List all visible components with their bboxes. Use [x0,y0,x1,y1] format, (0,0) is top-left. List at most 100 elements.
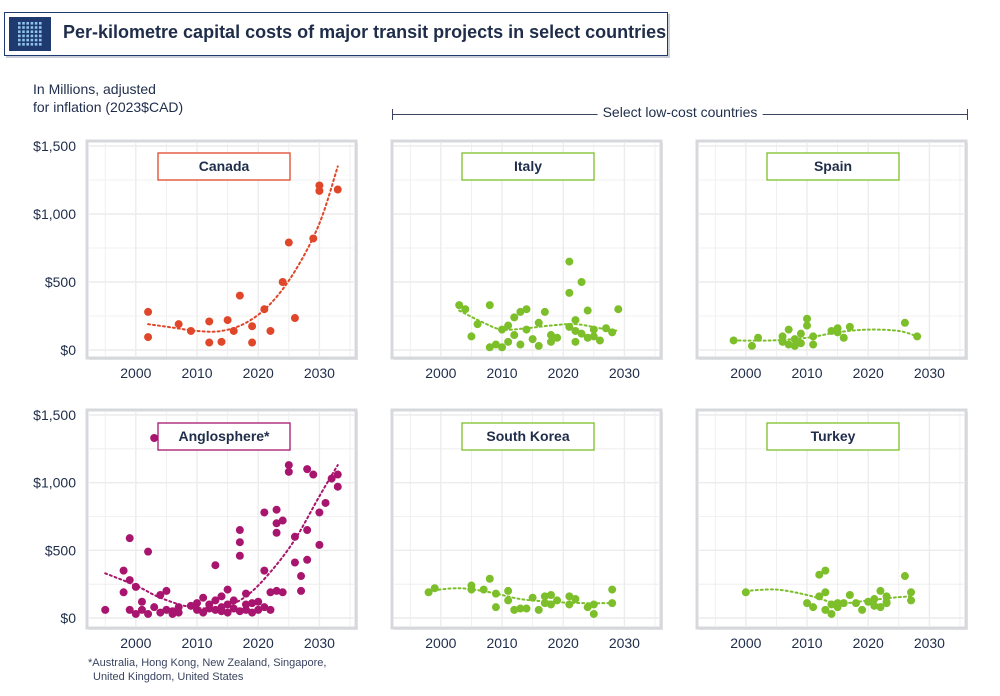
data-point [241,605,250,614]
data-point [144,307,153,316]
data-point [491,340,500,349]
unit-label-line1: In Millions, adjusted [33,81,156,97]
data-point [565,322,574,331]
x-tick-label: 2010 [791,635,822,651]
data-point [870,595,879,604]
data-point [205,338,214,347]
data-point [565,592,574,601]
logo-dot [30,26,34,29]
data-point [510,331,519,340]
data-point [290,532,299,541]
data-point [467,585,476,594]
data-point [876,586,885,595]
data-point [516,340,525,349]
unit-label-line2: for inflation (2023$CAD) [33,99,184,115]
data-point [827,609,836,618]
data-point [248,599,257,608]
data-point [784,340,793,349]
logo-dot [34,34,38,38]
data-point [223,585,232,594]
data-point [833,603,842,612]
data-point [235,538,244,547]
panel-canada: 2000 2010 2020 2030 $1,500 $1,000 $500 $0 Canada [33,138,358,381]
data-point [485,301,494,310]
data-point [608,328,617,337]
data-point [309,470,318,479]
data-point [193,599,202,608]
data-point [608,585,617,594]
data-point [583,333,592,342]
data-point [284,461,293,470]
x-tick-label: 2000 [120,365,151,381]
data-point [205,600,214,609]
data-point [309,234,318,243]
data-point [577,278,586,286]
data-point [260,305,269,314]
logo-dot [34,38,38,42]
data-point [504,596,513,605]
data-point [565,288,574,297]
data-point [333,185,342,194]
panel-title: Spain [814,158,852,174]
logo-dot [30,43,34,46]
logo-dot [39,30,42,33]
data-point [272,519,281,528]
y-tick-label: $1,500 [33,138,76,154]
data-point [266,326,275,335]
logo-dot [22,22,25,25]
data-point [827,600,836,609]
data-point [796,329,805,338]
x-tick-label: 2020 [853,635,884,651]
data-point [211,561,220,570]
data-point [162,605,171,614]
data-point [870,601,879,610]
data-point [223,316,232,325]
panel-spain: 2000 2010 2020 2030 Spain [695,139,968,381]
data-point [522,325,531,334]
footnote-line1: *Australia, Hong Kong, New Zealand, Sing… [88,657,327,669]
data-point [205,317,214,326]
data-point [498,343,507,352]
x-tick-label: 2030 [914,635,945,651]
data-point [211,596,220,605]
data-point [235,607,244,616]
panel-title: Turkey [811,428,856,444]
data-point [809,332,818,341]
data-point [315,508,324,517]
panel-label-box [461,422,595,451]
x-tick-label: 2000 [425,635,456,651]
logo-dot [22,26,25,29]
logo-dot [18,34,21,38]
data-point [229,326,238,335]
data-point [491,603,500,612]
data-point [553,333,562,342]
data-point [516,604,525,613]
group-label: Select low-cost countries [597,104,763,120]
data-point [833,328,842,337]
data-point [333,470,342,479]
data-point [217,592,226,601]
data-point [522,604,531,613]
logo-dot [18,38,21,42]
data-point [534,341,543,350]
data-point [589,609,598,618]
data-point [199,608,208,617]
x-tick-label: 2000 [120,635,151,651]
data-point [156,608,165,617]
logo-dot [26,43,29,46]
data-point [131,582,140,591]
data-point [907,596,916,605]
y-tick-label: $500 [45,274,76,290]
data-point [504,337,513,346]
data-point [297,586,306,595]
data-point [553,596,562,605]
data-point [815,570,824,579]
data-point [803,321,812,330]
panel-title: South Korea [486,428,569,444]
logo-dot [22,43,25,46]
data-point [467,332,476,341]
data-point [851,599,860,608]
trend-line [744,588,913,605]
logo-dot [39,26,42,29]
x-tick-label: 2010 [486,365,517,381]
